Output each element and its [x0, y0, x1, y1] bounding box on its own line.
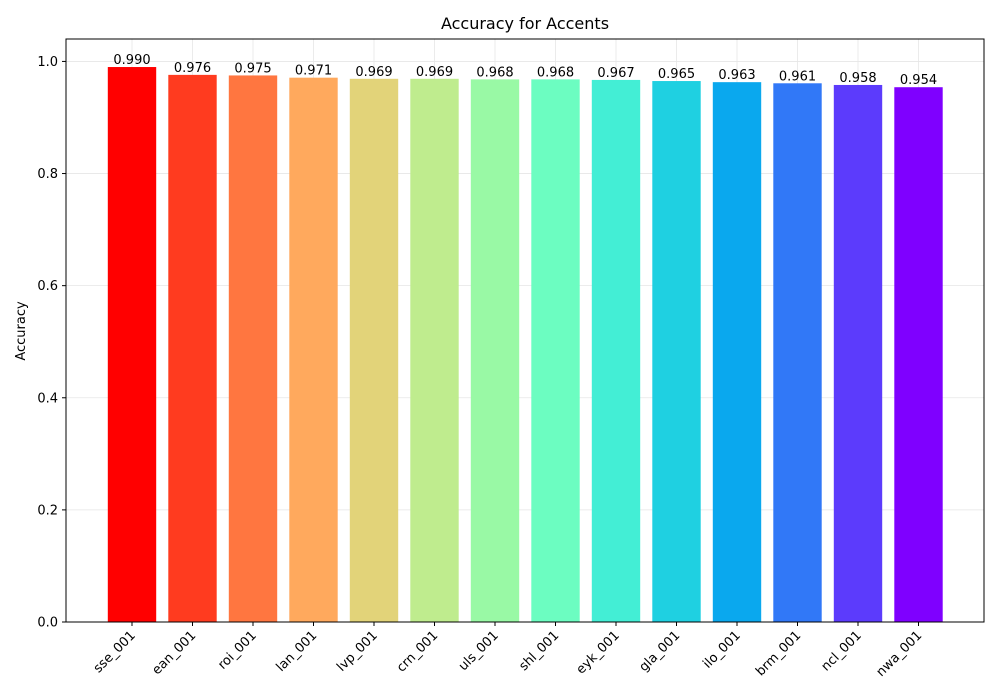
y-tick-label: 0.4 — [37, 391, 58, 406]
value-label-eyk_001: 0.967 — [597, 66, 634, 81]
bar-ean_001 — [168, 74, 217, 622]
bar-lan_001 — [289, 77, 338, 622]
value-labels-layer: 0.990 0.976 0.975 0.971 0.969 0.969 0.968 0.968… — [113, 53, 937, 88]
bar-nwa_001 — [894, 87, 943, 623]
value-label-brm_001: 0.961 — [779, 69, 816, 84]
value-label-lan_001: 0.971 — [295, 64, 332, 79]
bars-layer — [107, 67, 943, 623]
bar-lvp_001 — [349, 78, 399, 622]
value-label-lvp_001: 0.969 — [355, 65, 392, 80]
plot-frame — [65, 38, 985, 623]
y-tick-label: 0.6 — [37, 279, 58, 294]
y-tick-label: 0.2 — [37, 503, 58, 518]
value-label-roi_001: 0.975 — [234, 61, 271, 76]
bar-gla_001 — [652, 81, 701, 622]
chart-title: Accuracy for Accents — [441, 14, 609, 33]
value-label-crn_001: 0.969 — [416, 65, 453, 80]
value-label-ncl_001: 0.958 — [839, 71, 876, 86]
y-axis-label: Accuracy — [14, 301, 29, 361]
y-tick-label: 1.0 — [37, 55, 58, 70]
value-label-nwa_001: 0.954 — [900, 73, 937, 88]
bar-ncl_001 — [833, 84, 883, 623]
axes-layer — [65, 38, 985, 623]
bar-crn_001 — [410, 78, 459, 622]
bar-shl_001 — [531, 79, 580, 622]
value-label-ean_001: 0.976 — [174, 61, 211, 76]
y-tick-label: 0.8 — [37, 167, 58, 182]
value-label-ilo_001: 0.963 — [718, 68, 755, 83]
value-label-uls_001: 0.968 — [476, 65, 513, 80]
bar-uls_001 — [470, 79, 520, 622]
y-ticks-layer: 0.0 0.2 0.4 0.6 0.8 1.0 — [37, 55, 66, 631]
value-label-sse_001: 0.990 — [113, 53, 150, 68]
bar-roi_001 — [228, 75, 278, 622]
value-label-shl_001: 0.968 — [537, 65, 574, 80]
value-label-gla_001: 0.965 — [658, 67, 695, 82]
bar-brm_001 — [773, 83, 822, 622]
bar-sse_001 — [107, 67, 157, 622]
bar-ilo_001 — [712, 82, 762, 622]
bar-eyk_001 — [591, 79, 641, 622]
y-tick-label: 0.0 — [37, 616, 58, 631]
